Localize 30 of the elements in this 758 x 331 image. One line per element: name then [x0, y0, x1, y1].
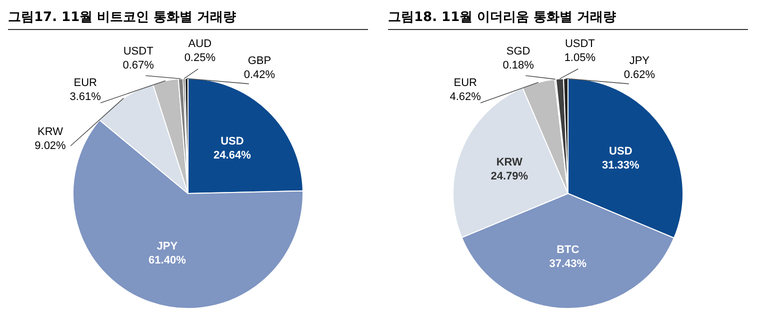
data-label: 3.61% — [70, 90, 102, 103]
data-label: 61.40% — [148, 254, 186, 266]
slice-label: KRW — [38, 126, 64, 138]
chart-title: 그림17. 11월 비트코인 통화별 거래량 — [8, 8, 368, 30]
slice-label: GBP — [248, 55, 272, 68]
data-label: 1.05% — [564, 52, 596, 64]
slice-label: USDT — [123, 46, 154, 58]
slice-label: EUR — [454, 76, 478, 89]
data-label: 0.18% — [502, 60, 534, 72]
slice-label: USD — [220, 135, 244, 148]
slice-label: JPY — [156, 240, 178, 252]
data-label: 24.79% — [490, 170, 528, 183]
data-label: 24.64% — [214, 149, 252, 162]
data-label: 31.33% — [602, 160, 640, 172]
slice-label: USDT — [564, 38, 596, 50]
slice-label: AUD — [188, 38, 212, 50]
data-label: 0.62% — [624, 69, 656, 82]
data-label: 4.62% — [450, 90, 482, 103]
data-label: 0.25% — [184, 52, 216, 64]
data-label: 9.02% — [34, 140, 66, 152]
data-label: 0.67% — [122, 60, 154, 72]
slice-label: EUR — [74, 76, 98, 89]
slice-label: SGD — [506, 46, 530, 58]
chart-title: 그림18. 11월 이더리움 통화별 거래량 — [388, 8, 748, 30]
slice-label: BTC — [556, 244, 580, 256]
slice-label: KRW — [496, 156, 524, 169]
slice-label: USD — [609, 146, 632, 158]
slice-label: JPY — [629, 55, 650, 68]
data-label: 37.43% — [549, 258, 587, 270]
data-label: 0.42% — [244, 69, 276, 82]
